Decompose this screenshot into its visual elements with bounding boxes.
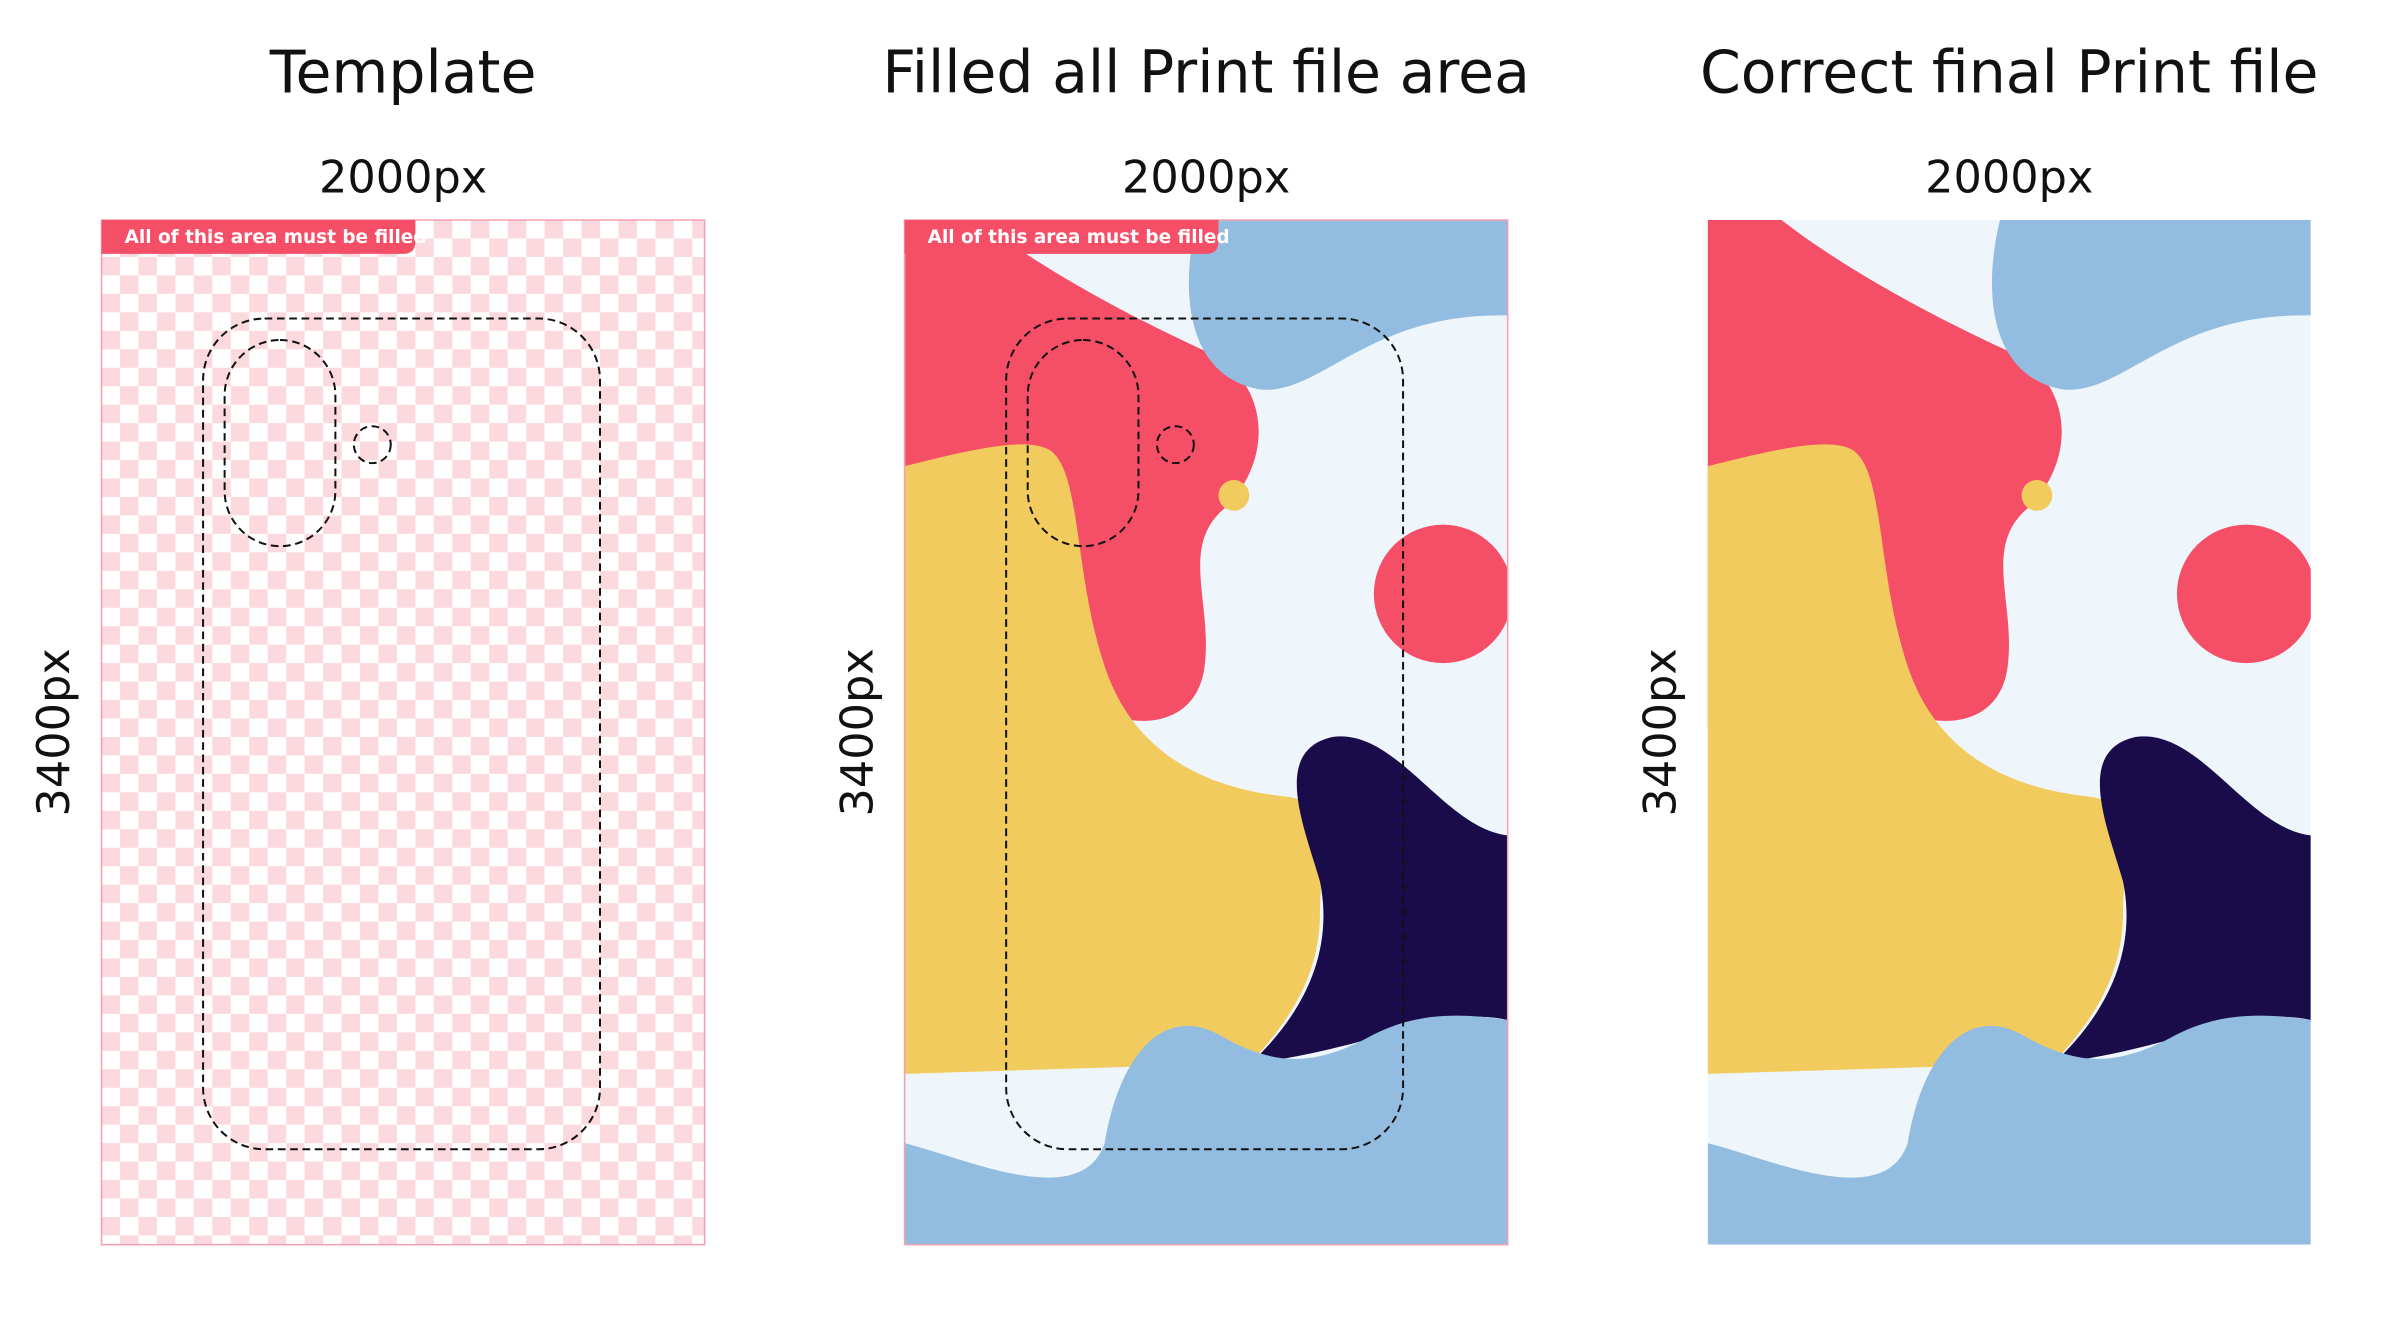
width-label: 2000px: [1122, 151, 1290, 203]
panel-title: Template: [269, 38, 537, 106]
artwork: [905, 220, 1513, 1245]
width-label: 2000px: [1925, 151, 2093, 203]
panel-title: Filled all Print file area: [882, 38, 1530, 106]
checker-area: [100, 219, 706, 1246]
area-border: [903, 219, 1509, 1246]
height-label: 3400px: [28, 648, 80, 816]
width-label: 2000px: [319, 151, 487, 203]
filled-panel: All of this area must be filled: [903, 219, 1513, 1246]
badge-text: All of this area must be filled: [125, 227, 427, 248]
panel-title: Correct final Print file: [1700, 38, 2319, 106]
template-panel: All of this area must be filled: [100, 219, 706, 1246]
badge-text: All of this area must be filled: [928, 227, 1230, 248]
height-label: 3400px: [1634, 648, 1686, 816]
height-label: 3400px: [831, 648, 883, 816]
artwork: [1708, 220, 2316, 1245]
final-panel: [1708, 220, 2316, 1245]
